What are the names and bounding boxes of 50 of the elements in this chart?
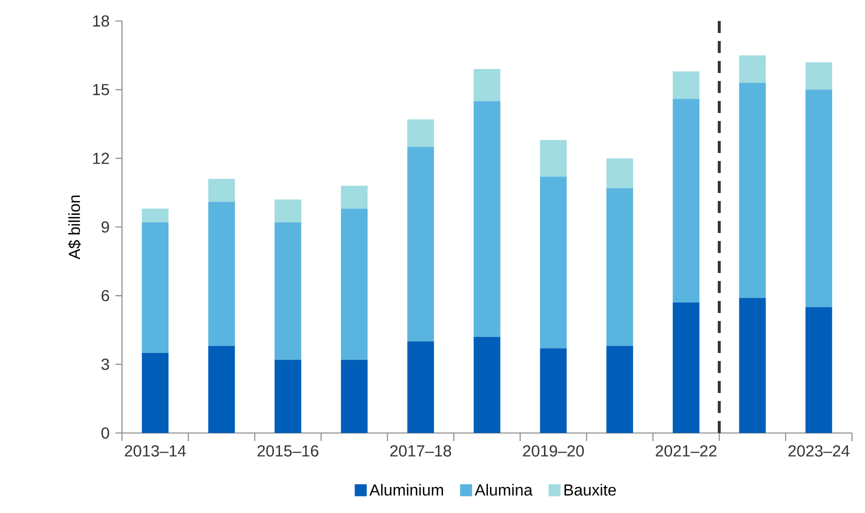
legend-label: Aluminium (369, 484, 444, 496)
x-tick-label: 2015–16 (258, 445, 318, 457)
bar (805, 90, 832, 308)
y-tick-label: 0 (101, 427, 110, 439)
bar (407, 341, 434, 433)
bar (805, 307, 832, 433)
bar (672, 302, 700, 433)
x-tick-label: 2023–24 (788, 445, 850, 457)
bar (606, 346, 634, 433)
bar (208, 202, 235, 346)
x-tick-label: 2021–22 (656, 445, 716, 457)
bar (540, 348, 567, 433)
legend-label: Alumina (474, 484, 533, 496)
bar (407, 119, 434, 147)
legend-label: Bauxite (564, 484, 616, 496)
bar (739, 82, 766, 298)
bar (606, 188, 634, 346)
bar (274, 360, 302, 433)
bar (274, 200, 302, 222)
bar (407, 146, 434, 342)
bar (142, 352, 169, 433)
y-tick-label: 3 (101, 358, 110, 370)
bar (340, 186, 368, 209)
bar (540, 176, 567, 348)
bar (739, 298, 766, 433)
y-tick-label: 18 (93, 15, 110, 27)
y-axis-title: A$ billion (68, 196, 82, 260)
bar (474, 336, 500, 433)
bar (208, 346, 235, 433)
bar (540, 140, 567, 177)
bar (142, 208, 169, 222)
y-tick-label: 9 (102, 221, 109, 233)
y-tick-label: 15 (93, 84, 110, 96)
bar (474, 69, 500, 102)
y-tick-label: 6 (102, 290, 110, 302)
bar (474, 101, 500, 337)
bar (274, 222, 302, 360)
bar (340, 208, 368, 360)
bar (208, 178, 235, 202)
bar (672, 71, 700, 99)
bar (739, 55, 766, 83)
bar (672, 98, 700, 303)
x-tick-label: 2013–14 (124, 445, 186, 457)
bar (606, 158, 634, 188)
bar (340, 360, 368, 433)
bar (805, 62, 832, 90)
y-tick-label: 12 (93, 152, 109, 164)
bar (142, 222, 169, 353)
x-tick-label: 2017–18 (390, 445, 452, 457)
x-tick-label: 2019–20 (523, 445, 584, 457)
